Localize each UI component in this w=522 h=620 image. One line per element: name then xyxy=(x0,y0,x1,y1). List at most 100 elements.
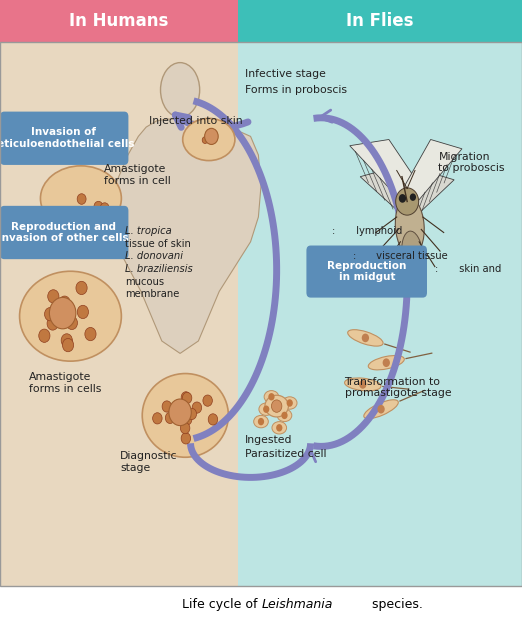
Circle shape xyxy=(359,380,366,389)
Ellipse shape xyxy=(277,409,292,422)
Ellipse shape xyxy=(19,272,121,361)
Circle shape xyxy=(181,422,190,434)
Text: Amastigote
forms in cell: Amastigote forms in cell xyxy=(104,164,171,185)
Circle shape xyxy=(44,308,56,321)
Circle shape xyxy=(169,399,191,425)
Text: Reproduction
in midgut: Reproduction in midgut xyxy=(327,261,407,282)
Text: visceral tissue: visceral tissue xyxy=(373,251,448,261)
Circle shape xyxy=(276,424,282,432)
Text: L. donovani: L. donovani xyxy=(125,251,183,261)
Text: :: : xyxy=(435,264,438,273)
Ellipse shape xyxy=(364,400,398,419)
Circle shape xyxy=(63,339,74,352)
Circle shape xyxy=(77,193,86,205)
Circle shape xyxy=(205,128,218,144)
Text: skin and: skin and xyxy=(456,264,502,273)
Circle shape xyxy=(362,334,369,342)
Text: membrane: membrane xyxy=(125,289,180,299)
Circle shape xyxy=(187,409,197,420)
Ellipse shape xyxy=(254,415,268,428)
FancyBboxPatch shape xyxy=(0,112,128,165)
Polygon shape xyxy=(170,117,191,127)
Polygon shape xyxy=(360,167,415,217)
Circle shape xyxy=(77,305,89,319)
Text: In Humans: In Humans xyxy=(69,12,169,30)
Circle shape xyxy=(268,393,275,401)
Text: Life cycle of: Life cycle of xyxy=(182,598,261,611)
Circle shape xyxy=(63,309,74,323)
Ellipse shape xyxy=(264,391,279,403)
Ellipse shape xyxy=(160,63,199,117)
Text: species.: species. xyxy=(368,598,423,611)
Circle shape xyxy=(263,405,269,413)
Ellipse shape xyxy=(348,330,383,346)
Polygon shape xyxy=(405,170,454,217)
Circle shape xyxy=(94,202,103,212)
Text: lymphoid: lymphoid xyxy=(353,226,402,236)
Text: Diagnostic
stage: Diagnostic stage xyxy=(120,451,177,472)
Circle shape xyxy=(399,194,406,203)
Ellipse shape xyxy=(259,403,274,415)
Ellipse shape xyxy=(272,422,287,434)
Circle shape xyxy=(85,327,96,341)
Circle shape xyxy=(383,358,390,367)
Text: Ingested: Ingested xyxy=(245,435,293,445)
Ellipse shape xyxy=(345,378,381,391)
Circle shape xyxy=(182,414,192,425)
Circle shape xyxy=(59,307,70,321)
FancyBboxPatch shape xyxy=(0,206,128,259)
Bar xyxy=(238,0,522,42)
Text: Migration
to proboscis: Migration to proboscis xyxy=(438,152,505,173)
Circle shape xyxy=(287,399,293,407)
Text: Transformation to
promastigote stage: Transformation to promastigote stage xyxy=(345,377,451,398)
Text: Infective stage: Infective stage xyxy=(245,69,326,79)
Bar xyxy=(0,0,238,42)
Ellipse shape xyxy=(265,396,288,417)
Circle shape xyxy=(181,392,191,403)
Circle shape xyxy=(410,193,416,201)
Circle shape xyxy=(258,418,264,425)
Circle shape xyxy=(59,296,70,309)
Ellipse shape xyxy=(142,373,229,458)
Circle shape xyxy=(100,203,109,213)
Text: Injected into skin: Injected into skin xyxy=(149,116,242,126)
Circle shape xyxy=(66,316,77,330)
Text: Forms in proboscis: Forms in proboscis xyxy=(245,85,347,95)
Text: Leishmania: Leishmania xyxy=(262,598,334,611)
Circle shape xyxy=(61,334,73,347)
Text: mucous: mucous xyxy=(125,277,164,286)
Polygon shape xyxy=(405,140,462,205)
Text: :: : xyxy=(353,251,356,261)
Text: In Flies: In Flies xyxy=(346,12,413,30)
Circle shape xyxy=(48,290,59,303)
Text: tissue of skin: tissue of skin xyxy=(125,239,191,249)
Circle shape xyxy=(60,313,71,327)
Circle shape xyxy=(271,400,282,412)
Circle shape xyxy=(377,405,385,414)
Circle shape xyxy=(47,317,58,330)
Circle shape xyxy=(281,412,288,419)
Bar xyxy=(238,42,522,586)
Circle shape xyxy=(76,281,87,294)
Text: L. tropica: L. tropica xyxy=(125,226,172,236)
Text: Reproduction and
invasion of other cells: Reproduction and invasion of other cells xyxy=(0,222,129,243)
Circle shape xyxy=(152,413,162,424)
Polygon shape xyxy=(350,140,420,205)
Circle shape xyxy=(202,136,208,143)
Ellipse shape xyxy=(402,231,423,277)
Ellipse shape xyxy=(183,118,235,161)
Bar xyxy=(0,42,238,586)
Circle shape xyxy=(39,329,50,342)
Circle shape xyxy=(165,412,175,423)
Ellipse shape xyxy=(395,197,424,255)
Polygon shape xyxy=(112,119,261,353)
Ellipse shape xyxy=(41,166,121,231)
Text: :: : xyxy=(332,226,335,236)
Circle shape xyxy=(70,212,79,223)
Text: Invasion of
reticuloendothelial cells: Invasion of reticuloendothelial cells xyxy=(0,128,135,149)
Circle shape xyxy=(203,395,212,406)
Bar xyxy=(0,42,522,586)
Circle shape xyxy=(82,211,91,221)
Circle shape xyxy=(50,298,76,329)
FancyBboxPatch shape xyxy=(306,246,427,298)
